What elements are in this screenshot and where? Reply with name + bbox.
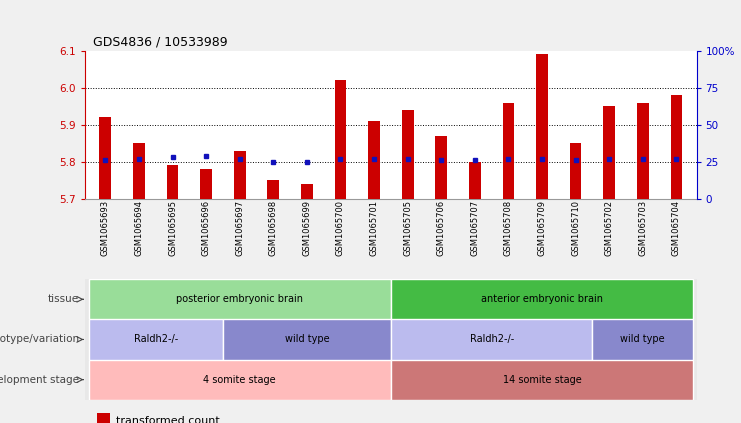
Bar: [671, 95, 682, 199]
Bar: [89, 279, 391, 319]
Bar: [469, 162, 481, 199]
Bar: [637, 102, 648, 199]
Bar: [592, 319, 693, 360]
Text: anterior embryonic brain: anterior embryonic brain: [481, 294, 603, 304]
Text: tissue: tissue: [48, 294, 79, 304]
Bar: [234, 151, 245, 199]
Bar: [98, 413, 110, 423]
Bar: [402, 110, 413, 199]
Text: genotype/variation: genotype/variation: [0, 335, 79, 344]
Bar: [391, 319, 592, 360]
Text: 4 somite stage: 4 somite stage: [204, 375, 276, 385]
Text: 14 somite stage: 14 somite stage: [502, 375, 582, 385]
Text: development stage: development stage: [0, 375, 79, 385]
Text: posterior embryonic brain: posterior embryonic brain: [176, 294, 303, 304]
Bar: [391, 279, 693, 319]
Text: wild type: wild type: [620, 335, 665, 344]
Bar: [570, 143, 582, 199]
Bar: [99, 117, 111, 199]
Text: GDS4836 / 10533989: GDS4836 / 10533989: [93, 36, 227, 49]
Bar: [368, 121, 380, 199]
Bar: [133, 143, 144, 199]
Bar: [167, 165, 179, 199]
Text: wild type: wild type: [285, 335, 329, 344]
Bar: [301, 184, 313, 199]
Bar: [89, 319, 223, 360]
Text: Raldh2-/-: Raldh2-/-: [133, 335, 178, 344]
Bar: [536, 55, 548, 199]
Bar: [391, 360, 693, 400]
Bar: [502, 102, 514, 199]
Bar: [223, 319, 391, 360]
Bar: [436, 136, 447, 199]
Text: Raldh2-/-: Raldh2-/-: [470, 335, 514, 344]
Bar: [89, 360, 391, 400]
Bar: [603, 106, 615, 199]
Bar: [268, 180, 279, 199]
Bar: [335, 80, 346, 199]
Text: transformed count: transformed count: [116, 416, 220, 423]
Bar: [200, 169, 212, 199]
